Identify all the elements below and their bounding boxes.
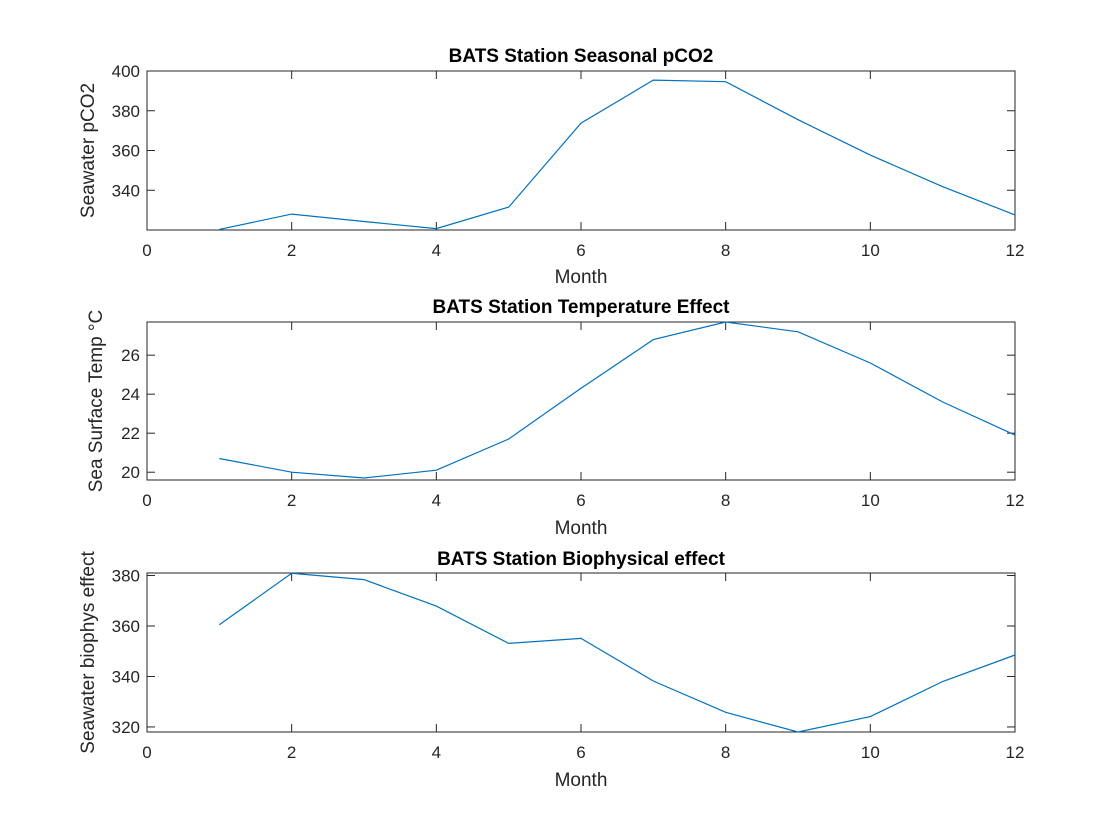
series-line bbox=[219, 79, 1016, 230]
y-tick-label: 26 bbox=[121, 346, 140, 365]
y-tick-label: 360 bbox=[112, 142, 140, 161]
x-tick-label: 6 bbox=[576, 743, 585, 762]
x-tick-label: 4 bbox=[432, 491, 441, 510]
series-line bbox=[218, 572, 1016, 733]
plot-frame bbox=[146, 70, 1016, 231]
series-group bbox=[218, 572, 1016, 733]
x-tick-label: 10 bbox=[861, 743, 880, 762]
x-tick-label: 2 bbox=[287, 241, 296, 260]
y-axis-label: Seawater pCO2 bbox=[78, 83, 99, 218]
y-tick-label: 340 bbox=[112, 667, 140, 686]
panel-biophysical-effect: BATS Station Biophysical effect Month Se… bbox=[78, 549, 1024, 791]
chart-title: BATS Station Biophysical effect bbox=[437, 549, 726, 570]
x-axis-label: Month bbox=[555, 770, 608, 791]
chart-title: BATS Station Temperature Effect bbox=[432, 297, 730, 318]
x-tick-label: 0 bbox=[142, 241, 151, 260]
plot-frame bbox=[146, 572, 1016, 733]
panel-temperature-effect: BATS Station Temperature Effect Month Se… bbox=[86, 297, 1024, 539]
x-tick-label: 8 bbox=[721, 241, 730, 260]
x-tick-label: 2 bbox=[287, 743, 296, 762]
y-tick-label: 340 bbox=[112, 181, 140, 200]
plot-frame bbox=[146, 321, 1016, 481]
y-tick-label: 24 bbox=[121, 385, 140, 404]
y-tick-label: 380 bbox=[112, 102, 140, 121]
y-axis-label: Seawater biophys effect bbox=[78, 551, 99, 754]
x-tick-label: 4 bbox=[432, 241, 441, 260]
series-group bbox=[219, 321, 1016, 479]
x-tick-label: 4 bbox=[432, 743, 441, 762]
x-axis-label: Month bbox=[555, 267, 608, 288]
x-tick-label: 10 bbox=[861, 491, 880, 510]
panel-seasonal-pco2: BATS Station Seasonal pCO2 Month Seawate… bbox=[78, 46, 1024, 288]
chart-title: BATS Station Seasonal pCO2 bbox=[449, 46, 714, 67]
series-line bbox=[219, 321, 1016, 479]
y-tick-label: 360 bbox=[112, 617, 140, 636]
y-tick-label: 380 bbox=[112, 567, 140, 586]
tick-group: 0 2 4 6 8 10 12 340 360 380 400 bbox=[112, 62, 1025, 260]
x-tick-label: 12 bbox=[1006, 743, 1025, 762]
series-group bbox=[219, 79, 1016, 230]
x-tick-label: 6 bbox=[576, 491, 585, 510]
x-axis-label: Month bbox=[555, 518, 608, 539]
x-tick-label: 0 bbox=[142, 743, 151, 762]
y-tick-label: 22 bbox=[121, 424, 140, 443]
x-tick-label: 8 bbox=[721, 743, 730, 762]
tick-group: 0 2 4 6 8 10 12 320 340 360 380 bbox=[112, 567, 1025, 762]
y-axis-label: Sea Surface Temp °C bbox=[86, 310, 107, 493]
x-tick-label: 8 bbox=[721, 491, 730, 510]
x-tick-label: 12 bbox=[1006, 241, 1025, 260]
x-tick-label: 10 bbox=[861, 241, 880, 260]
y-tick-label: 320 bbox=[112, 718, 140, 737]
x-tick-label: 2 bbox=[287, 491, 296, 510]
x-tick-label: 6 bbox=[576, 241, 585, 260]
x-tick-label: 12 bbox=[1006, 491, 1025, 510]
y-tick-label: 400 bbox=[112, 62, 140, 81]
y-tick-label: 20 bbox=[121, 463, 140, 482]
x-tick-label: 0 bbox=[142, 491, 151, 510]
